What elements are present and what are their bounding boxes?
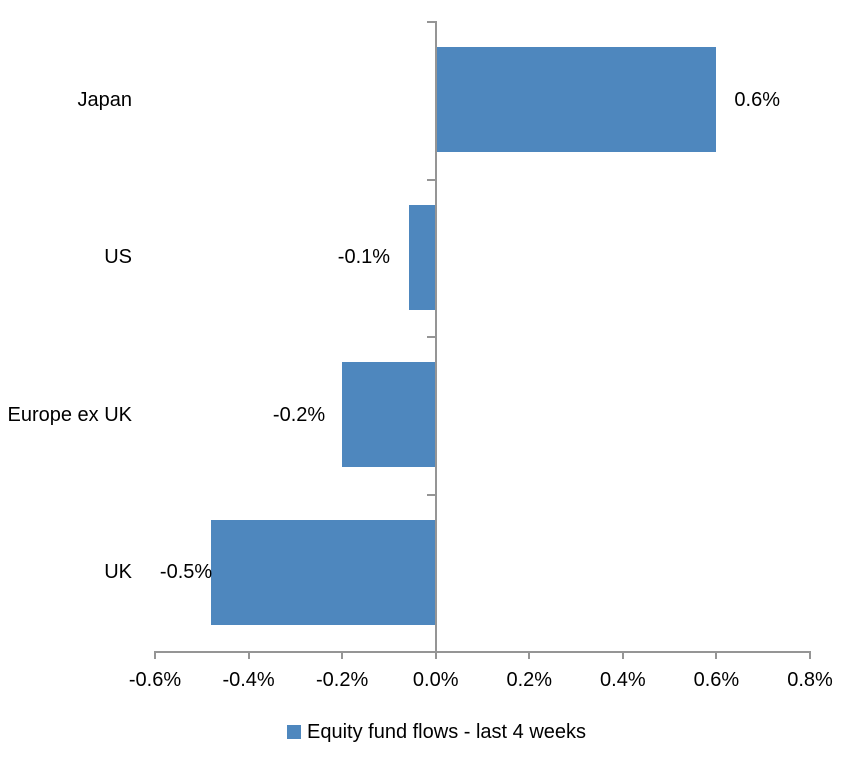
legend-label: Equity fund flows - last 4 weeks [307,721,587,743]
x-tick-label-0: -0.6% [128,669,182,691]
y-tick-0 [426,21,436,23]
x-tick-label-1: -0.4% [222,669,275,691]
bar-uk [211,519,436,625]
category-label-europe-ex-uk: Europe ex UK [7,403,132,426]
x-tick-7 [809,651,811,659]
x-tick-label-4: 0.2% [506,669,553,691]
value-label-europe-ex-uk: -0.2% [272,403,326,426]
value-label-us: -0.1% [337,246,391,269]
x-tick-label-2: -0.2% [316,669,369,691]
x-tick-4 [528,651,531,659]
x-tick-label-6: 0.6% [693,669,740,691]
category-label-japan: Japan [77,88,133,111]
bar-europe-ex-uk [342,362,436,468]
bar-us [409,204,436,310]
y-axis-line [434,21,437,659]
y-tick-1 [426,178,436,181]
x-tick-label-3: 0.0% [412,669,459,691]
bar-japan [435,47,717,153]
value-label-uk: -0.5% [159,561,213,584]
x-axis-line [155,651,811,653]
category-label-us: US [104,246,132,269]
legend: Equity fund flows - last 4 weeks [287,721,586,743]
x-tick-label-7: 0.8% [787,669,833,691]
x-tick-6 [715,651,718,659]
y-tick-3 [426,493,436,496]
x-tick-1 [247,651,250,659]
value-label-japan: 0.6% [734,88,781,111]
x-tick-2 [341,651,344,659]
legend-swatch [287,725,301,739]
x-tick-0 [154,651,156,659]
x-tick-label-5: 0.4% [600,669,646,691]
x-tick-5 [621,651,624,659]
category-label-uk: UK [104,561,132,584]
y-tick-2 [426,336,436,338]
